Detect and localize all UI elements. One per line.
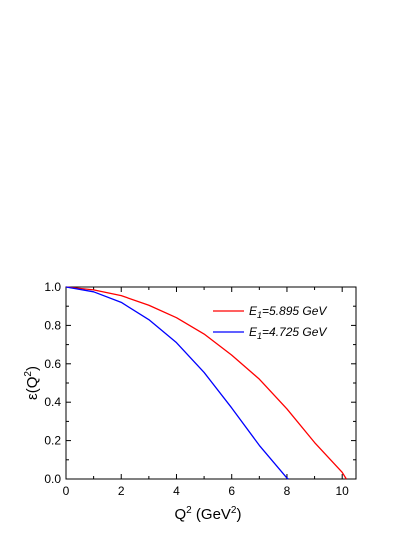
legend-label-1: E1=5.895 GeV bbox=[249, 304, 327, 320]
x-tick-label: 0 bbox=[63, 484, 70, 498]
x-tick-label: 4 bbox=[173, 484, 180, 498]
y-tick-label: 0.4 bbox=[44, 395, 61, 409]
plot-area: 0 2 4 6 8 10 0.0 0.2 0.4 0.6 0.8 1.0 bbox=[44, 280, 357, 498]
y-tick-label: 1.0 bbox=[44, 280, 61, 294]
legend: E1=5.895 GeV E1=4.725 GeV bbox=[213, 304, 327, 341]
x-axis-title: Q2 (GeV2) bbox=[175, 505, 242, 523]
series-line-1 bbox=[65, 286, 347, 480]
legend-label-2: E1=4.725 GeV bbox=[249, 325, 327, 341]
y-tick-label: 0.8 bbox=[44, 318, 61, 332]
x-tick-label: 8 bbox=[284, 484, 291, 498]
x-tick-label: 10 bbox=[336, 484, 350, 498]
y-tick-label: 0.6 bbox=[44, 357, 61, 371]
y-axis-title: ε(Q2) bbox=[23, 366, 41, 400]
series-layer bbox=[65, 286, 347, 480]
y-tick-label: 0.2 bbox=[44, 434, 61, 448]
x-tick-label: 2 bbox=[118, 484, 125, 498]
series-line-2 bbox=[65, 286, 289, 480]
x-tick-label: 6 bbox=[228, 484, 235, 498]
y-tick-label: 0.0 bbox=[44, 472, 61, 486]
